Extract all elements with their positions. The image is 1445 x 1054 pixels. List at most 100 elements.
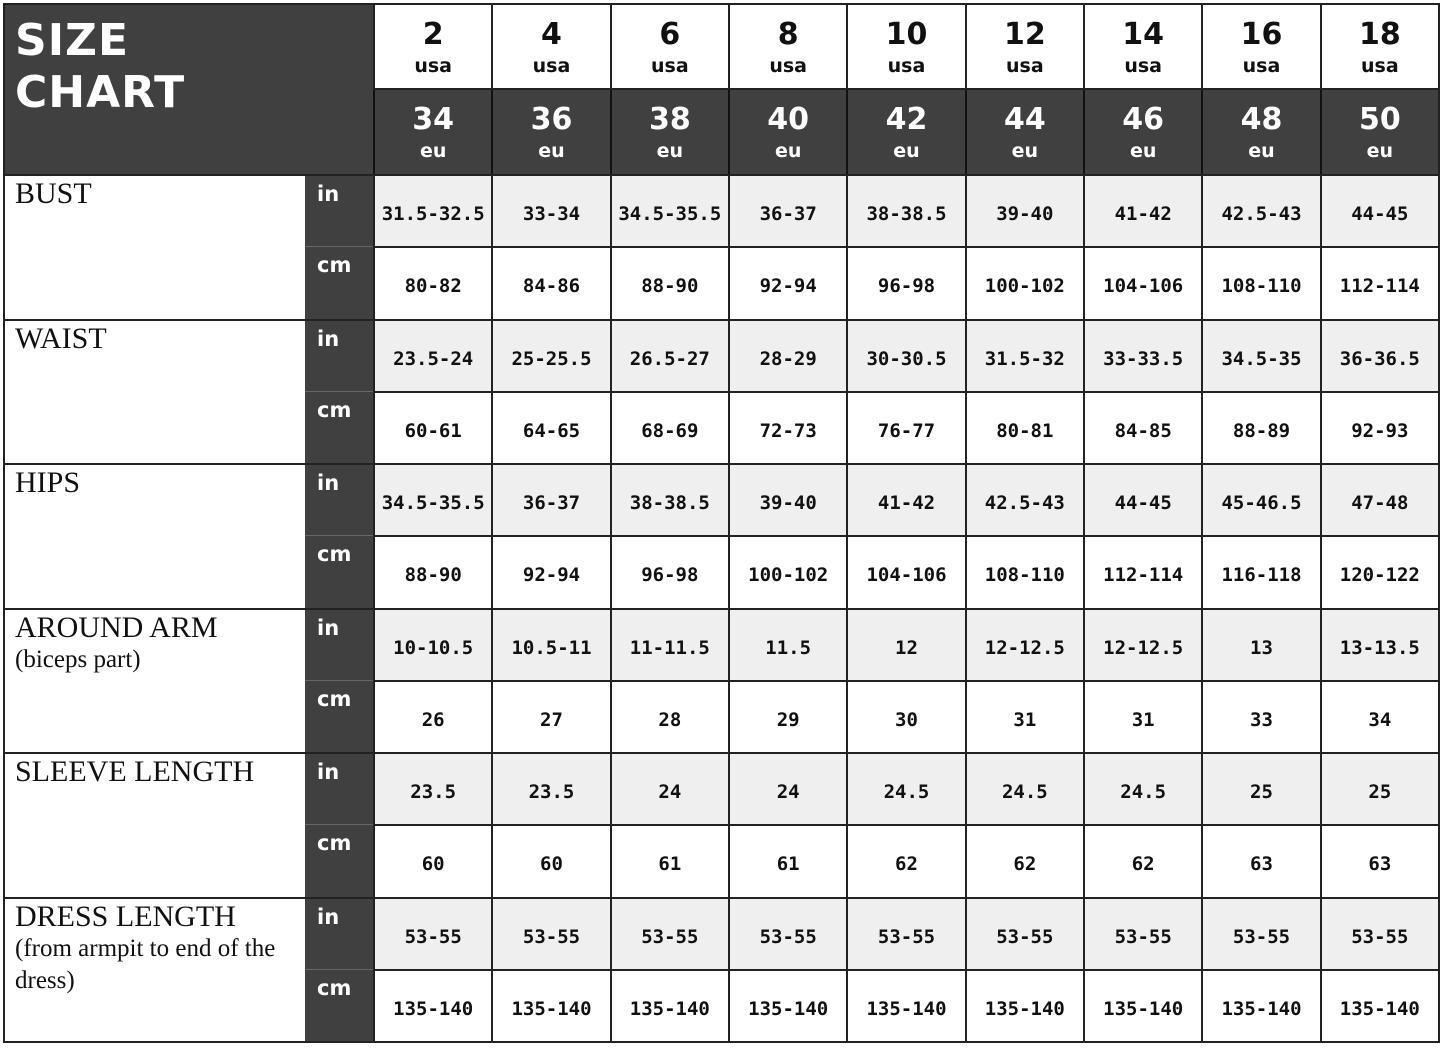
measurement-cell-in: 12-12.5 bbox=[1083, 607, 1202, 680]
eu-size-number: 36 bbox=[530, 102, 573, 137]
measurement-cell-in: 26.5-27 bbox=[609, 318, 728, 391]
measurement-cell-cm: 88-90 bbox=[609, 246, 728, 319]
eu-label: eu bbox=[1011, 140, 1039, 162]
measurement-cell-in: 13-13.5 bbox=[1319, 607, 1438, 680]
measurement-cell-cm: 135-140 bbox=[609, 968, 728, 1041]
measurement-cell-cm: 84-86 bbox=[491, 246, 610, 319]
measurement-cell-cm: 84-85 bbox=[1083, 390, 1202, 463]
measurement-cell-cm: 61 bbox=[728, 824, 847, 897]
usa-size-number: 14 bbox=[1122, 16, 1165, 52]
measurement-cell-cm: 62 bbox=[846, 824, 965, 897]
measurement-cell-in: 31.5-32 bbox=[964, 318, 1083, 391]
eu-label: eu bbox=[893, 140, 920, 162]
unit-cm-label: cm bbox=[305, 246, 373, 319]
measurement-name: BUST bbox=[15, 177, 92, 210]
usa-size-header: 12 usa bbox=[964, 5, 1083, 90]
measurement-cell-in: 47-48 bbox=[1319, 463, 1438, 536]
measurement-cell-in: 53-55 bbox=[373, 896, 492, 969]
usa-label: usa bbox=[1005, 54, 1044, 77]
measurement-cell-cm: 135-140 bbox=[846, 968, 965, 1041]
measurement-cell-in: 34.5-35.5 bbox=[609, 174, 728, 247]
measurement-cell-in: 33-33.5 bbox=[1083, 318, 1202, 391]
measurement-cell-cm: 104-106 bbox=[846, 535, 965, 608]
measurement-cell-in: 36-36.5 bbox=[1319, 318, 1438, 391]
measurement-cell-in: 25 bbox=[1319, 752, 1438, 825]
measurement-cell-in: 39-40 bbox=[728, 463, 847, 536]
measurement-cell-cm: 96-98 bbox=[846, 246, 965, 319]
measurement-cell-cm: 135-140 bbox=[373, 968, 492, 1041]
measurement-cell-cm: 108-110 bbox=[964, 535, 1083, 608]
measurement-cell-in: 24 bbox=[609, 752, 728, 825]
measurement-cell-in: 28-29 bbox=[728, 318, 847, 391]
measurement-cell-cm: 100-102 bbox=[964, 246, 1083, 319]
usa-size-number: 6 bbox=[659, 16, 681, 52]
measurement-cell-in: 45-46.5 bbox=[1201, 463, 1320, 536]
unit-inches-label: in bbox=[305, 896, 373, 969]
measurement-cell-cm: 61 bbox=[609, 824, 728, 897]
title-line-1: SIZE bbox=[15, 15, 130, 66]
measurement-cell-cm: 135-140 bbox=[1201, 968, 1320, 1041]
measurement-cell-in: 38-38.5 bbox=[846, 174, 965, 247]
measurement-cell-cm: 62 bbox=[964, 824, 1083, 897]
measurement-cell-in: 36-37 bbox=[728, 174, 847, 247]
size-chart-title: SIZE CHART bbox=[5, 5, 373, 174]
unit-cm-label: cm bbox=[305, 824, 373, 897]
measurement-cell-in: 53-55 bbox=[964, 896, 1083, 969]
usa-size-number: 8 bbox=[777, 16, 799, 52]
measurement-cell-in: 10-10.5 bbox=[373, 607, 492, 680]
eu-size-header: 46 eu bbox=[1083, 90, 1202, 174]
measurement-cell-in: 12-12.5 bbox=[964, 607, 1083, 680]
measurement-cell-in: 36-37 bbox=[491, 463, 610, 536]
usa-size-number: 4 bbox=[541, 16, 562, 52]
eu-size-header: 44 eu bbox=[964, 90, 1083, 174]
unit-cm-label: cm bbox=[305, 535, 373, 608]
measurement-cell-in: 42.5-43 bbox=[964, 463, 1083, 536]
unit-inches-label: in bbox=[305, 174, 373, 247]
unit-inches-label: in bbox=[305, 607, 373, 680]
measurement-cell-cm: 135-140 bbox=[1083, 968, 1202, 1041]
measurement-cell-cm: 33 bbox=[1201, 679, 1320, 752]
usa-size-number: 16 bbox=[1240, 16, 1283, 52]
measurement-cell-cm: 68-69 bbox=[609, 390, 728, 463]
measurement-name: WAIST bbox=[15, 321, 107, 355]
measurement-cell-in: 53-55 bbox=[1201, 896, 1320, 969]
measurement-cell-in: 12 bbox=[846, 607, 965, 680]
usa-size-header: 8 usa bbox=[728, 5, 847, 90]
unit-inches-label: in bbox=[305, 752, 373, 825]
measurement-cell-cm: 92-93 bbox=[1319, 390, 1438, 463]
usa-size-number: 18 bbox=[1358, 16, 1401, 52]
measurement-cell-cm: 31 bbox=[1083, 679, 1202, 752]
measurement-cell-cm: 28 bbox=[609, 679, 728, 752]
eu-label: eu bbox=[656, 140, 684, 162]
usa-label: usa bbox=[1242, 54, 1281, 77]
measurement-label: WAIST bbox=[5, 318, 305, 463]
measurement-cell-cm: 92-94 bbox=[728, 246, 847, 319]
measurement-cell-in: 53-55 bbox=[728, 896, 847, 969]
measurement-cell-cm: 26 bbox=[373, 679, 492, 752]
measurement-cell-cm: 63 bbox=[1319, 824, 1438, 897]
measurement-cell-in: 38-38.5 bbox=[609, 463, 728, 536]
measurement-cell-in: 53-55 bbox=[609, 896, 728, 969]
usa-size-header: 18 usa bbox=[1319, 5, 1438, 90]
usa-label: usa bbox=[887, 54, 926, 77]
measurement-cell-cm: 112-114 bbox=[1083, 535, 1202, 608]
eu-size-number: 44 bbox=[1003, 102, 1046, 137]
measurement-name: HIPS bbox=[15, 466, 81, 499]
eu-size-header: 36 eu bbox=[491, 90, 610, 174]
unit-cm-label: cm bbox=[305, 968, 373, 1041]
measurement-cell-in: 23.5-24 bbox=[373, 318, 492, 391]
measurement-cell-cm: 60-61 bbox=[373, 390, 492, 463]
measurement-cell-in: 42.5-43 bbox=[1201, 174, 1320, 247]
eu-size-header: 48 eu bbox=[1201, 90, 1320, 174]
usa-label: usa bbox=[1360, 54, 1399, 77]
measurement-cell-cm: 80-82 bbox=[373, 246, 492, 319]
measurement-cell-cm: 108-110 bbox=[1201, 246, 1320, 319]
measurement-cell-in: 53-55 bbox=[1083, 896, 1202, 969]
usa-size-header: 6 usa bbox=[609, 5, 728, 90]
measurement-cell-cm: 60 bbox=[491, 824, 610, 897]
eu-label: eu bbox=[538, 140, 565, 162]
measurement-cell-in: 33-34 bbox=[491, 174, 610, 247]
eu-size-header: 42 eu bbox=[846, 90, 965, 174]
measurement-cell-in: 23.5 bbox=[491, 752, 610, 825]
eu-size-number: 46 bbox=[1122, 102, 1165, 137]
